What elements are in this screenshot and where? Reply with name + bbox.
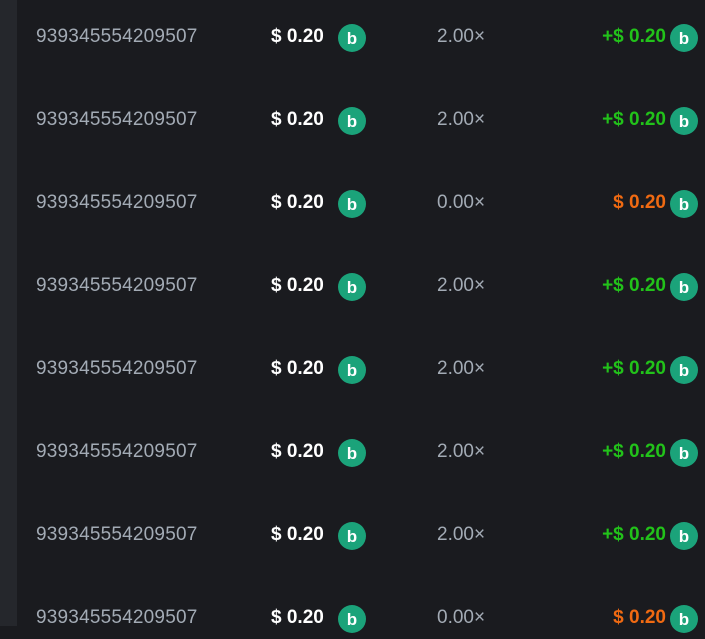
multiplier: 2.00×: [437, 26, 486, 47]
currency-coin-icon: b: [338, 273, 366, 301]
bet-amount: $ 0.20: [271, 441, 324, 462]
bet-id[interactable]: 939345554209507: [36, 358, 198, 379]
currency-coin-icon: b: [338, 439, 366, 467]
currency-coin-icon: b: [338, 356, 366, 384]
multiplier: 2.00×: [437, 358, 486, 379]
currency-coin-icon: b: [670, 24, 698, 52]
multiplier: 2.00×: [437, 441, 486, 462]
bet-amount: $ 0.20: [271, 26, 324, 47]
multiplier: 0.00×: [437, 192, 486, 213]
currency-coin-icon: b: [670, 439, 698, 467]
table-row[interactable]: 939345554209507 $ 0.20 b 0.00× $ 0.20 b: [17, 599, 705, 639]
payout-amount: +$ 0.20: [602, 358, 666, 379]
currency-coin-icon: b: [338, 190, 366, 218]
table-row[interactable]: 939345554209507 $ 0.20 b 2.00× +$ 0.20 b: [17, 516, 705, 556]
table-row[interactable]: 939345554209507 $ 0.20 b 2.00× +$ 0.20 b: [17, 433, 705, 473]
bet-id[interactable]: 939345554209507: [36, 524, 198, 545]
currency-coin-icon: b: [670, 605, 698, 633]
bet-amount: $ 0.20: [271, 607, 324, 628]
multiplier: 2.00×: [437, 109, 486, 130]
multiplier: 2.00×: [437, 524, 486, 545]
currency-coin-icon: b: [338, 522, 366, 550]
payout-amount: +$ 0.20: [602, 109, 666, 130]
bet-id[interactable]: 939345554209507: [36, 109, 198, 130]
currency-coin-icon: b: [338, 605, 366, 633]
payout-amount: $ 0.20: [613, 192, 666, 213]
payout-amount: +$ 0.20: [602, 524, 666, 545]
bet-id[interactable]: 939345554209507: [36, 607, 198, 628]
bet-id[interactable]: 939345554209507: [36, 441, 198, 462]
multiplier: 2.00×: [437, 275, 486, 296]
payout-amount: +$ 0.20: [602, 275, 666, 296]
table-row[interactable]: 939345554209507 $ 0.20 b 0.00× $ 0.20 b: [17, 184, 705, 224]
bet-id[interactable]: 939345554209507: [36, 26, 198, 47]
bet-amount: $ 0.20: [271, 524, 324, 545]
payout-amount: +$ 0.20: [602, 441, 666, 462]
bet-amount: $ 0.20: [271, 358, 324, 379]
payout-amount: +$ 0.20: [602, 26, 666, 47]
table-row[interactable]: 939345554209507 $ 0.20 b 2.00× +$ 0.20 b: [17, 18, 705, 58]
table-row[interactable]: 939345554209507 $ 0.20 b 2.00× +$ 0.20 b: [17, 267, 705, 307]
bet-amount: $ 0.20: [271, 192, 324, 213]
sidebar-edge: [0, 0, 17, 626]
table-row[interactable]: 939345554209507 $ 0.20 b 2.00× +$ 0.20 b: [17, 101, 705, 141]
multiplier: 0.00×: [437, 607, 486, 628]
table-row[interactable]: 939345554209507 $ 0.20 b 2.00× +$ 0.20 b: [17, 350, 705, 390]
currency-coin-icon: b: [338, 107, 366, 135]
currency-coin-icon: b: [670, 356, 698, 384]
bet-amount: $ 0.20: [271, 109, 324, 130]
currency-coin-icon: b: [670, 522, 698, 550]
currency-coin-icon: b: [670, 273, 698, 301]
currency-coin-icon: b: [338, 24, 366, 52]
currency-coin-icon: b: [670, 190, 698, 218]
payout-amount: $ 0.20: [613, 607, 666, 628]
bet-id[interactable]: 939345554209507: [36, 275, 198, 296]
bet-id[interactable]: 939345554209507: [36, 192, 198, 213]
bet-amount: $ 0.20: [271, 275, 324, 296]
currency-coin-icon: b: [670, 107, 698, 135]
